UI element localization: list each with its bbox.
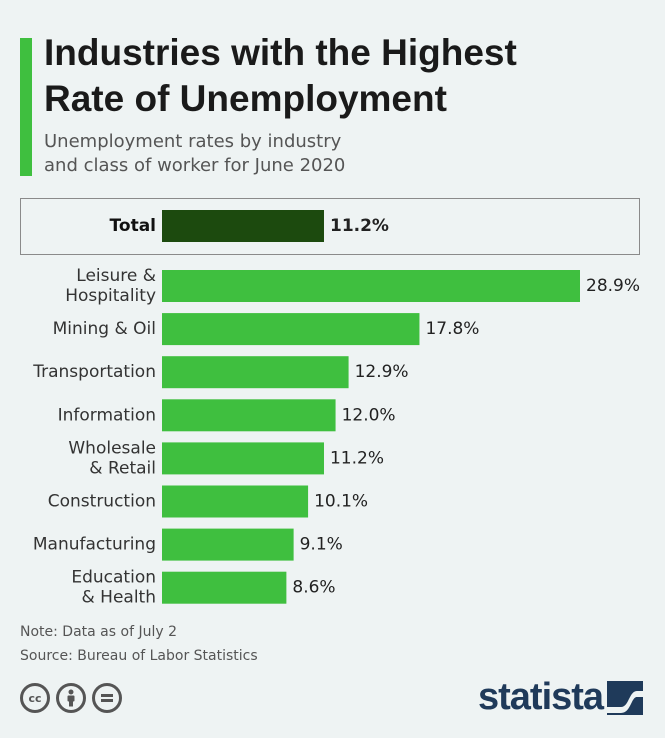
total-label: Total [110,216,156,236]
statista-mark-icon [607,680,644,715]
value-label-information: 12.0% [342,405,396,425]
value-label-construction: 10.1% [314,492,368,512]
bar-mining-oil [162,313,420,346]
bar-transportation [162,356,349,389]
chart-title: Industries with the Highest Rate of Unem… [44,30,654,122]
total-value-label: 11.2% [330,216,389,236]
value-label-mining-oil: 17.8% [425,319,479,339]
category-label-construction: Construction [48,492,156,512]
bar-manufacturing [162,528,294,561]
footer-source: Source: Bureau of Labor Statistics [20,648,258,664]
statista-logo[interactable]: statista [478,676,644,719]
category-label-education-health-line-2: & Health [82,588,156,608]
total-bar [162,210,324,242]
value-label-manufacturing: 9.1% [300,535,343,555]
title-line-2: Rate of Unemployment [44,78,447,119]
bar-leisure-hospitality [162,270,580,302]
value-label-education-health: 8.6% [292,578,335,598]
title-line-1: Industries with the Highest [44,32,517,73]
equals-icon [101,694,113,702]
category-label-transportation: Transportation [32,362,156,382]
total-box [20,198,640,255]
value-label-transportation: 12.9% [355,362,409,382]
value-label-wholesale-retail: 11.2% [330,448,384,468]
nd-icon[interactable] [92,683,122,713]
chart-subtitle: Unemployment rates by industry and class… [44,130,444,178]
brand-name: statista [478,676,604,718]
bar-education-health [162,571,287,604]
footer-note: Note: Data as of July 2 [20,624,177,640]
category-label-manufacturing: Manufacturing [33,535,156,555]
bar-wholesale-retail [162,442,324,475]
bar-information [162,399,336,432]
by-icon[interactable] [56,683,86,713]
category-label-education-health-line-1: Education [71,568,156,588]
category-label-wholesale-retail-line-1: Wholesale [68,438,156,458]
bar-construction [162,485,309,518]
subtitle-line-1: Unemployment rates by industry [44,131,342,152]
subtitle-line-2: and class of worker for June 2020 [44,155,346,176]
category-label-leisure-hospitality-line-1: Leisure & [76,266,156,286]
person-icon [67,689,75,707]
category-label-mining-oil: Mining & Oil [53,319,156,339]
value-label-leisure-hospitality: 28.9% [586,276,640,296]
accent-bar [20,38,32,176]
category-label-leisure-hospitality-line-2: Hospitality [65,286,156,306]
license-icons: cc [20,683,122,713]
cc-icon[interactable]: cc [20,683,50,713]
category-label-wholesale-retail-line-2: & Retail [89,458,156,478]
bar-chart: Total 11.2% Leisure &Hospitality 28.9% Minin… [32,210,640,608]
category-label-information: Information [58,405,156,425]
